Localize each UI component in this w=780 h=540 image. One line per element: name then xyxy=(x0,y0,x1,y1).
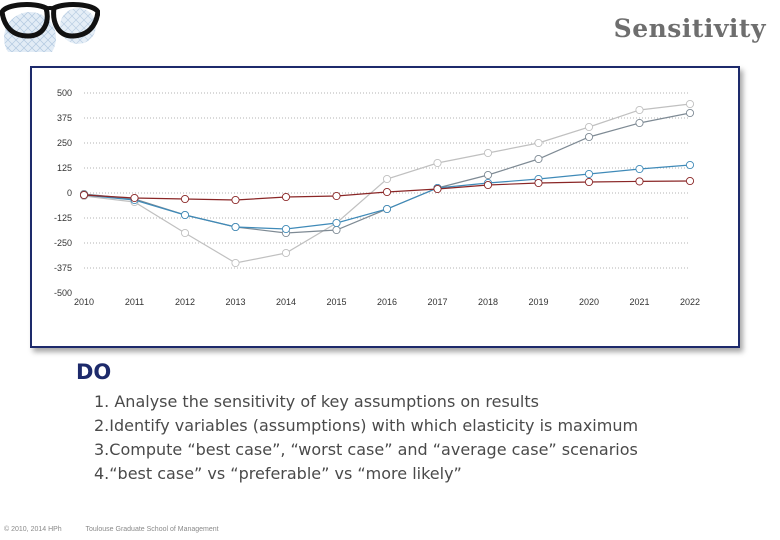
series-4-point xyxy=(231,195,240,205)
series-4-point xyxy=(433,184,442,194)
series-3-point xyxy=(382,204,392,214)
series-3-point xyxy=(332,218,341,228)
chart-frame: 500 375 250 125 0 -125 -250 -375 -500 2010 2011 201… xyxy=(30,66,740,348)
series-3-point xyxy=(180,210,190,220)
do-item-1: 1. Analyse the sensitivity of key assump… xyxy=(94,392,539,411)
glasses-logo xyxy=(0,2,100,52)
x-tick-label: 2015 xyxy=(326,297,346,307)
y-tick-label: -500 xyxy=(54,288,72,298)
series-2-point xyxy=(635,118,644,128)
x-tick-label: 2021 xyxy=(629,297,649,307)
series-2-point xyxy=(584,132,594,142)
series-3-point xyxy=(231,222,240,232)
series-1-point xyxy=(180,228,190,238)
y-tick-label: 375 xyxy=(57,113,72,123)
x-tick-label: 2016 xyxy=(377,297,397,307)
series-4-point xyxy=(332,191,341,201)
series-4-point xyxy=(483,180,493,190)
y-tick-label: -375 xyxy=(54,263,72,273)
do-list: 1. Analyse the sensitivity of key assump… xyxy=(94,390,638,486)
y-tick-label: 250 xyxy=(57,138,72,148)
x-tick-label: 2014 xyxy=(276,297,296,307)
x-tick-label: 2013 xyxy=(225,297,245,307)
do-item-3: 3.Compute “best case”, “worst case” and … xyxy=(94,440,638,459)
series-2-point xyxy=(534,154,543,164)
series-line-1 xyxy=(83,103,691,264)
series-2-point xyxy=(483,170,493,180)
series-1-point xyxy=(433,158,442,168)
series-4-point xyxy=(281,192,291,202)
series-1-point xyxy=(483,148,493,158)
slide-title: Sensitivity xyxy=(613,14,766,43)
series-3-point xyxy=(685,160,695,170)
series-4-point xyxy=(130,193,139,203)
series-1-point xyxy=(281,248,291,258)
series-4-point xyxy=(382,187,392,197)
y-tick-label: 0 xyxy=(67,188,72,198)
x-tick-label: 2012 xyxy=(175,297,195,307)
footer-school: Toulouse Graduate School of Management xyxy=(85,526,219,533)
series-1-point xyxy=(231,258,240,268)
series-3-point xyxy=(584,169,594,179)
series-3-point xyxy=(635,164,644,174)
series-1-point xyxy=(382,174,392,184)
series-3-point xyxy=(281,224,291,234)
y-tick-label: -125 xyxy=(54,213,72,223)
x-tick-label: 2017 xyxy=(427,297,447,307)
series-1-point xyxy=(534,138,543,148)
do-item-4: 4.“best case” vs “preferable” vs “more l… xyxy=(94,464,462,483)
series-4-point xyxy=(584,177,594,187)
x-tick-label: 2011 xyxy=(125,297,144,307)
series-4-point xyxy=(635,177,644,186)
x-tick-label: 2022 xyxy=(680,297,700,307)
y-tick-label: 125 xyxy=(57,163,72,173)
series-4-point xyxy=(534,178,543,188)
series-line-3 xyxy=(83,164,691,230)
series-2-point xyxy=(332,225,341,235)
series-1-point xyxy=(635,105,644,115)
footer: © 2010, 2014 HPh Toulouse Graduate Schoo… xyxy=(4,526,241,533)
x-tick-label: 2018 xyxy=(478,297,498,307)
x-tick-label: 2019 xyxy=(528,297,548,307)
y-tick-label: 500 xyxy=(57,88,72,98)
x-tick-label: 2010 xyxy=(74,297,94,307)
footer-copyright: © 2010, 2014 HPh xyxy=(4,526,62,533)
do-heading: DO xyxy=(76,360,112,384)
series-4-point xyxy=(180,194,190,204)
series-1-point xyxy=(685,99,695,109)
x-tick-label: 2020 xyxy=(579,297,599,307)
do-item-2: 2.Identify variables (assumptions) with … xyxy=(94,416,639,435)
series-2-point xyxy=(685,108,695,118)
series-1-point xyxy=(584,122,594,132)
y-tick-label: -250 xyxy=(54,238,72,248)
series-4-point xyxy=(79,190,89,200)
series-4-point xyxy=(685,176,695,186)
